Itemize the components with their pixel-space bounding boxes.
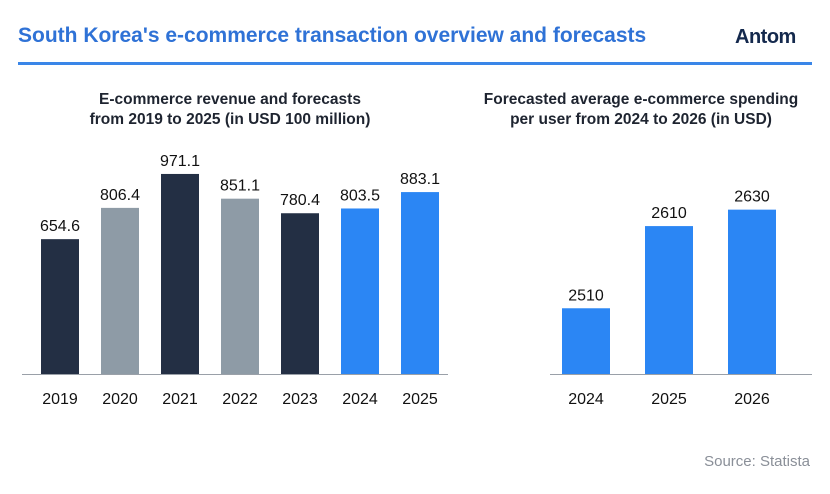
revenue-value-label-2023: 780.4 <box>280 192 320 209</box>
revenue-value-label-2025: 883.1 <box>400 171 440 188</box>
spending-chart-title: Forecasted average e-commerce spending p… <box>460 90 822 130</box>
revenue-value-label-2021: 971.1 <box>160 153 200 170</box>
revenue-bar-2024 <box>341 208 379 374</box>
spending-x-tick-2024: 2024 <box>568 391 604 408</box>
revenue-value-label-2024: 803.5 <box>340 187 380 204</box>
revenue-bar-2019 <box>41 239 79 374</box>
revenue-x-tick-2024: 2024 <box>342 391 378 408</box>
revenue-value-label-2022: 851.1 <box>220 178 260 195</box>
spending-chart-title-line1: Forecasted average e-commerce spending <box>483 91 799 108</box>
revenue-chart-title-line2: from 2019 to 2025 (in USD 100 million) <box>89 111 371 128</box>
revenue-x-tick-2025: 2025 <box>402 391 438 408</box>
spending-bar-2025 <box>645 226 693 374</box>
revenue-x-tick-2020: 2020 <box>102 391 138 408</box>
revenue-x-tick-2023: 2023 <box>282 391 318 408</box>
spending-bar-2026 <box>728 209 776 374</box>
spending-value-label-2024: 2510 <box>568 287 604 304</box>
revenue-chart-title: E-commerce revenue and forecasts from 20… <box>20 90 440 130</box>
revenue-x-tick-2021: 2021 <box>162 391 198 408</box>
spending-x-tick-2026: 2026 <box>734 391 770 408</box>
header-divider <box>18 62 812 65</box>
spending-value-label-2025: 2610 <box>651 205 687 222</box>
revenue-value-label-2020: 806.4 <box>100 187 140 204</box>
revenue-bar-2023 <box>281 213 319 374</box>
revenue-bar-2021 <box>161 173 199 374</box>
revenue-chart-title-line1: E-commerce revenue and forecasts <box>99 91 361 108</box>
revenue-bar-2025 <box>401 192 439 374</box>
header: South Korea's e-commerce transaction ove… <box>0 0 830 65</box>
revenue-x-tick-2022: 2022 <box>222 391 258 408</box>
revenue-x-tick-2019: 2019 <box>42 391 78 408</box>
spending-bar-2024 <box>562 308 610 374</box>
revenue-bar-2022 <box>221 198 259 374</box>
page-title: South Korea's e-commerce transaction ove… <box>18 24 647 47</box>
spending-value-label-2026: 2630 <box>734 189 770 206</box>
revenue-bar-2020 <box>101 207 139 374</box>
source-note: Source: Statista <box>704 453 810 470</box>
revenue-value-label-2019: 654.6 <box>40 218 80 235</box>
spending-chart-title-line2: per user from 2024 to 2026 (in USD) <box>510 111 772 128</box>
spending-chart: 2510 2024 2610 2025 2630 2026 <box>550 189 812 408</box>
spending-x-tick-2025: 2025 <box>651 391 687 408</box>
antom-logo: Antom <box>735 26 796 48</box>
revenue-chart: 654.6 2019 806.4 2020 971.1 2021 851.1 2022 780.… <box>22 153 448 408</box>
